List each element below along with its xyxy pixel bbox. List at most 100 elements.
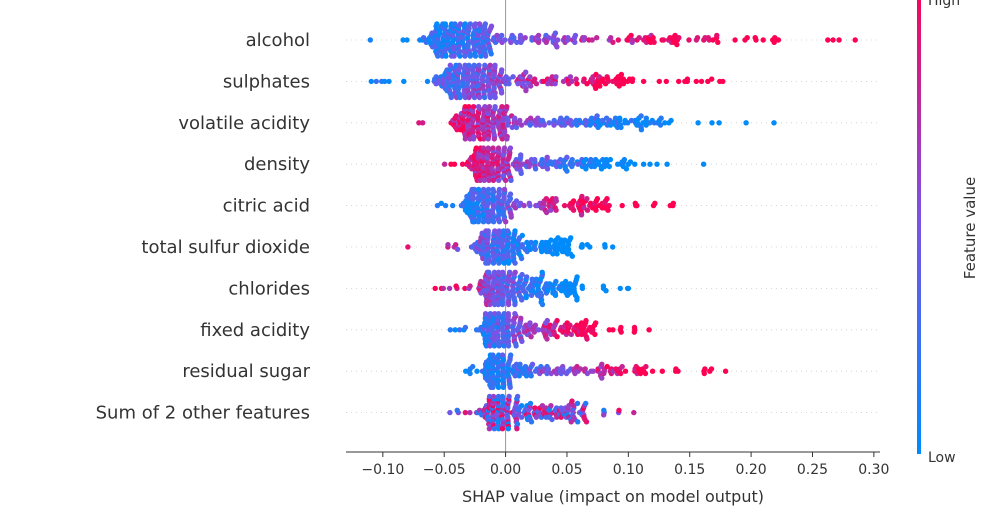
data-point — [670, 200, 676, 206]
data-point — [535, 39, 542, 45]
data-point — [512, 373, 518, 379]
data-point — [545, 366, 552, 372]
data-point — [526, 200, 532, 206]
data-point — [554, 317, 560, 324]
data-point — [452, 327, 458, 333]
data-point — [499, 67, 505, 73]
data-point — [446, 285, 453, 292]
data-point — [616, 83, 622, 89]
data-point — [589, 37, 595, 43]
data-point — [532, 239, 539, 246]
data-point — [593, 320, 599, 326]
data-point — [457, 21, 464, 27]
data-point — [616, 407, 622, 413]
data-point — [621, 156, 628, 163]
data-point — [548, 207, 554, 213]
data-point — [514, 393, 521, 400]
data-point — [563, 278, 569, 285]
data-point — [575, 419, 581, 425]
data-point — [523, 373, 530, 379]
data-point — [453, 113, 459, 119]
data-point — [490, 186, 496, 193]
data-point — [477, 177, 483, 183]
data-point — [693, 78, 699, 85]
data-point — [532, 322, 539, 328]
data-point — [535, 327, 541, 333]
data-point — [554, 44, 560, 50]
data-point — [505, 343, 512, 349]
data-point — [592, 331, 598, 338]
data-point — [577, 366, 584, 372]
data-point — [519, 242, 525, 248]
data-point — [568, 331, 574, 338]
data-point — [445, 242, 451, 248]
colorbar-high-label: High — [928, 0, 960, 9]
data-point — [501, 260, 507, 266]
data-point — [561, 122, 568, 128]
data-point — [618, 71, 625, 78]
data-point — [720, 78, 726, 85]
data-point — [579, 244, 585, 250]
data-point — [642, 370, 649, 377]
data-point — [496, 269, 502, 275]
data-point — [612, 115, 619, 121]
data-point — [457, 327, 463, 333]
data-point — [476, 94, 483, 101]
data-point — [620, 81, 627, 87]
x-tick-label: 0.30 — [858, 462, 889, 478]
data-point — [606, 202, 612, 209]
data-point — [570, 198, 577, 204]
data-point — [441, 161, 448, 167]
data-point — [505, 311, 511, 317]
data-point — [579, 283, 585, 289]
data-point — [825, 37, 831, 43]
feature-rows: alcohol sulphates volatile acidity density c… — [96, 30, 880, 424]
data-point — [640, 78, 647, 85]
data-point — [650, 35, 656, 41]
data-point — [528, 292, 535, 298]
data-point — [462, 409, 468, 416]
data-point — [656, 78, 662, 85]
data-point — [660, 37, 667, 43]
data-point — [457, 94, 463, 101]
data-point — [836, 37, 842, 43]
data-point — [467, 370, 473, 377]
data-point — [512, 115, 518, 121]
data-point — [491, 343, 498, 349]
data-point — [652, 200, 658, 206]
data-point — [574, 81, 580, 87]
data-point — [512, 228, 518, 234]
feature-label: Sum of 2 other features — [96, 403, 310, 424]
feature-label: density — [244, 154, 310, 175]
data-point — [599, 361, 605, 367]
data-point — [584, 336, 590, 342]
data-point — [647, 161, 653, 167]
data-point — [654, 161, 660, 167]
data-point — [443, 53, 449, 59]
data-point — [601, 370, 607, 377]
data-point — [496, 343, 502, 349]
data-point — [590, 368, 596, 374]
data-point — [544, 317, 550, 324]
data-point — [499, 32, 505, 39]
feature-label: alcohol — [246, 30, 310, 51]
data-point — [485, 186, 492, 193]
data-point — [771, 39, 777, 45]
data-point — [508, 177, 514, 183]
data-point — [619, 363, 625, 370]
data-point — [539, 248, 545, 255]
data-point — [529, 361, 536, 367]
data-point — [570, 207, 577, 213]
data-point — [435, 53, 441, 59]
x-tick-label: 0.20 — [736, 462, 767, 478]
data-point — [519, 232, 525, 239]
data-point — [553, 278, 559, 285]
data-point — [617, 285, 623, 292]
data-point — [462, 53, 468, 59]
data-points — [367, 21, 858, 432]
data-point — [482, 104, 488, 110]
data-point — [507, 191, 514, 197]
data-point — [628, 32, 634, 39]
data-point — [554, 251, 560, 257]
data-point — [507, 145, 514, 151]
